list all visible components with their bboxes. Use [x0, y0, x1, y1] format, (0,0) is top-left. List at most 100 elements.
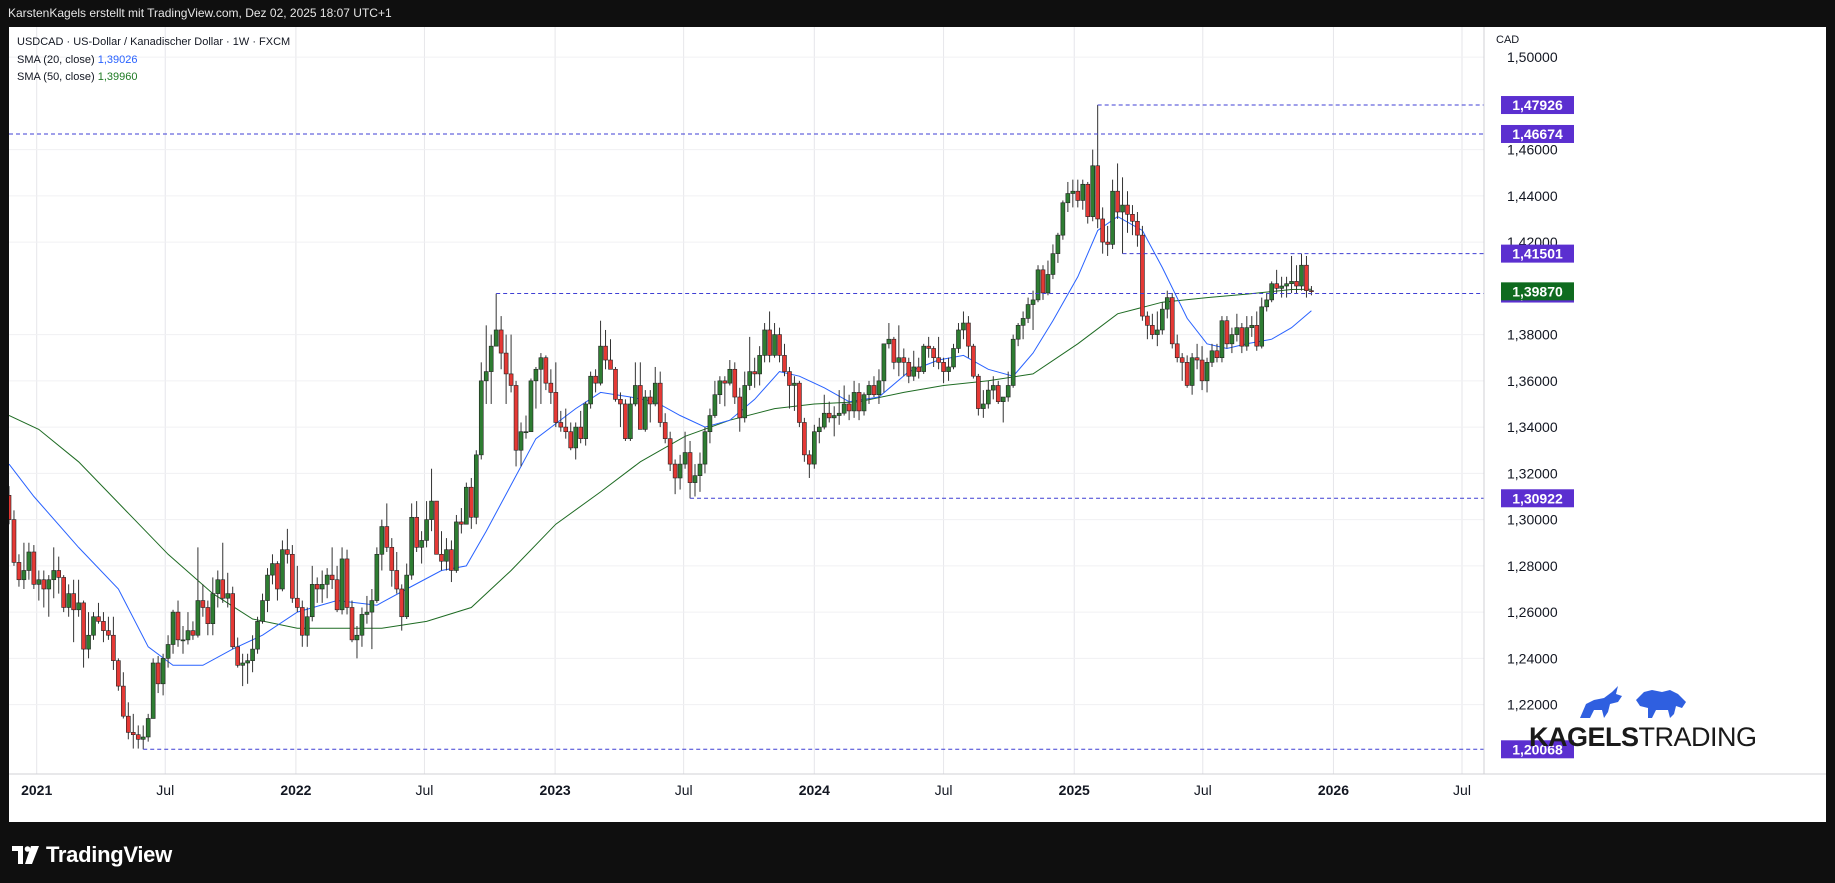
- candle: [921, 343, 926, 374]
- candle: [1194, 343, 1200, 370]
- time-tick-label: Jul: [675, 782, 693, 798]
- candle: [1164, 290, 1170, 319]
- candle: [608, 339, 613, 370]
- candle: [1040, 265, 1046, 300]
- candle: [533, 366, 539, 409]
- candle: [1219, 316, 1225, 363]
- candle-body: [573, 426, 579, 449]
- candle-body: [369, 600, 375, 613]
- candle-body: [812, 431, 817, 465]
- candle: [210, 577, 216, 636]
- candle: [548, 369, 554, 404]
- candle-body: [916, 366, 922, 372]
- candle-body: [1005, 385, 1011, 398]
- candle-body: [91, 616, 96, 636]
- tradingview-logo[interactable]: TradingView: [12, 842, 172, 868]
- sma50-legend[interactable]: SMA (50, close) 1,39960: [17, 69, 290, 87]
- candle: [488, 334, 494, 404]
- candle: [1249, 316, 1255, 337]
- level-label: 1,20068: [1512, 741, 1563, 757]
- candle: [1289, 255, 1294, 293]
- candle: [1294, 265, 1299, 293]
- symbol-line[interactable]: USDCAD · US-Dollar / Kanadischer Dollar …: [17, 36, 291, 48]
- sma20-legend[interactable]: SMA (20, close) 1,39026: [17, 52, 290, 70]
- candle: [593, 369, 598, 393]
- candle-body: [145, 718, 151, 738]
- candle-body: [200, 600, 206, 608]
- candle-body: [180, 639, 186, 642]
- candle-body: [275, 563, 280, 590]
- candle: [334, 565, 340, 613]
- candle-body: [150, 662, 156, 719]
- candle-body: [926, 345, 931, 349]
- candle-body: [548, 382, 554, 393]
- candle-body: [921, 345, 926, 372]
- candle-body: [856, 392, 862, 412]
- candle: [1239, 323, 1245, 354]
- candle: [359, 607, 365, 647]
- candle-body: [260, 600, 265, 622]
- candle: [816, 417, 822, 444]
- candle-body: [1299, 264, 1304, 287]
- candle: [304, 607, 310, 647]
- candle: [846, 394, 852, 421]
- candle: [916, 357, 922, 379]
- candle-body: [1135, 220, 1140, 236]
- candle-body: [657, 382, 663, 423]
- candle: [508, 334, 514, 393]
- candle: [61, 575, 66, 613]
- candle: [568, 422, 574, 451]
- candle-body: [643, 396, 648, 430]
- candle: [538, 353, 544, 404]
- candle-body: [111, 634, 116, 661]
- candle-body: [1055, 234, 1061, 254]
- candle-body: [727, 368, 733, 384]
- price-tick-label: 1,22000: [1507, 697, 1558, 713]
- candle-body: [478, 380, 484, 456]
- candle: [1254, 311, 1260, 351]
- price-chart[interactable]: CAD1,500001,460001,440001,420001,380001,…: [9, 27, 1826, 822]
- candle-body: [414, 516, 419, 548]
- candle: [71, 579, 76, 643]
- candle-body: [1209, 350, 1215, 363]
- candle-body: [394, 570, 400, 590]
- candle-body: [1095, 165, 1100, 220]
- candle-body: [1070, 190, 1076, 194]
- candle-body: [533, 368, 539, 382]
- candle: [1155, 311, 1160, 347]
- candle-body: [1194, 357, 1200, 361]
- price-tick-label: 1,30000: [1507, 512, 1558, 528]
- candle-body: [831, 415, 837, 419]
- candle: [563, 408, 569, 439]
- chart-frame[interactable]: CAD 1,50000 1,46000 1,44000 1,42000 1,38000 1,…: [9, 27, 1826, 822]
- candle-body: [1150, 325, 1155, 335]
- candle-body: [71, 593, 76, 611]
- candle: [1159, 302, 1165, 335]
- time-axis: 2021 Jul 2022 Jul 2023 Jul 2024 Jul 2025 Jul 2026 J…: [9, 773, 1826, 798]
- candle-body: [1075, 190, 1081, 201]
- candle-body: [513, 385, 519, 451]
- candle: [1005, 371, 1011, 402]
- candle-body: [752, 371, 757, 375]
- candle-body: [1035, 269, 1041, 301]
- candle: [314, 577, 320, 603]
- candle: [260, 593, 265, 624]
- chart-caption: KarstenKagels erstellt mit TradingView.c…: [8, 6, 392, 20]
- candle: [160, 653, 166, 696]
- price-tick-label: 1,38000: [1507, 327, 1558, 343]
- candle: [1125, 191, 1130, 233]
- candle: [225, 572, 231, 608]
- candle-body: [886, 338, 892, 345]
- candle: [1224, 316, 1230, 349]
- candle-body: [528, 380, 534, 433]
- candle: [956, 323, 961, 354]
- candle: [478, 362, 484, 460]
- candle: [130, 713, 136, 749]
- candle-body: [1254, 325, 1260, 347]
- candle-body: [359, 614, 365, 636]
- candle: [782, 343, 787, 377]
- candle: [9, 486, 12, 525]
- candle: [399, 584, 405, 631]
- candle: [175, 600, 181, 647]
- candle: [821, 394, 827, 430]
